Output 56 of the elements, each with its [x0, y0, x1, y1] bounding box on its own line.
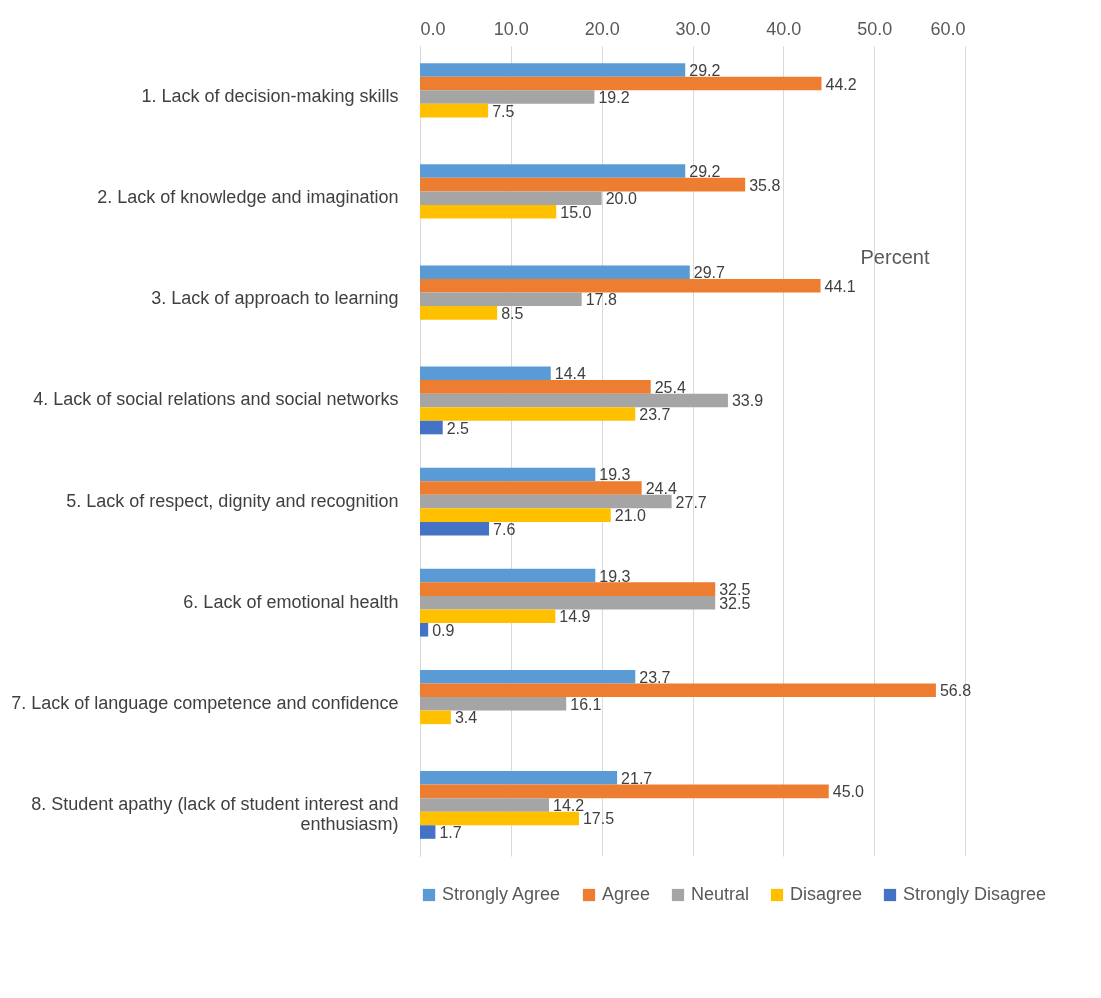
data-label: 24.4 — [645, 480, 677, 498]
data-label: 23.7 — [639, 668, 671, 686]
y-tick-label: 3. Lack of approach to learning — [151, 288, 399, 309]
y-tick-label: 4. Lack of social relations and social networks — [33, 389, 399, 410]
data-label: 21.0 — [614, 507, 646, 525]
data-label: 25.4 — [654, 378, 686, 396]
x-tick-label: 10.0 — [493, 18, 529, 39]
legend-label: Neutral — [691, 884, 750, 904]
data-label: 7.5 — [492, 102, 515, 120]
data-label: 56.8 — [939, 682, 972, 700]
data-label: 20.0 — [605, 190, 637, 208]
data-label: 1.7 — [439, 824, 462, 842]
data-label: 17.8 — [585, 291, 617, 309]
y-tick-label: 6. Lack of emotional health — [183, 591, 399, 612]
y-tick-label: 1. Lack of decision-making skills — [141, 86, 399, 107]
y-tick-label: 7. Lack of language competence and confidence — [11, 692, 399, 713]
data-label: 15.0 — [560, 203, 592, 221]
data-label: 0.9 — [432, 621, 455, 639]
y-tick-label: 2. Lack of knowledge and imagination — [97, 187, 399, 208]
data-label: 29.7 — [693, 264, 726, 282]
data-label: 17.5 — [582, 810, 615, 828]
data-label: 32.5 — [719, 594, 751, 612]
x-tick-label: 50.0 — [857, 18, 893, 39]
data-label: 2.5 — [446, 419, 470, 437]
legend-label: Strongly Disagree — [903, 884, 1047, 904]
legend-label: Strongly Agree — [442, 884, 561, 904]
legend-label: Disagree — [790, 884, 863, 904]
data-label: 19.2 — [598, 89, 630, 107]
y-tick-label: 8. Student apathy (lack of student interest and enthusiasm) — [31, 793, 399, 834]
annotation: Percent — [860, 246, 930, 268]
data-label: 14.4 — [554, 365, 587, 383]
data-label: 3.4 — [454, 709, 478, 727]
x-tick-label: 0.0 — [420, 18, 446, 39]
data-label: 8.5 — [501, 304, 524, 322]
data-label: 35.8 — [749, 176, 781, 194]
x-tick-label: 30.0 — [675, 18, 711, 39]
data-label: 44.1 — [824, 277, 856, 295]
y-tick-label: 5. Lack of respect, dignity and recognition — [66, 490, 399, 511]
data-label: 33.9 — [731, 392, 764, 410]
data-label: 14.2 — [552, 796, 585, 814]
data-label: 23.7 — [639, 405, 671, 423]
data-label: 44.2 — [825, 75, 857, 93]
data-label: 29.2 — [689, 61, 721, 79]
data-label: 19.3 — [599, 567, 631, 585]
x-tick-label: 40.0 — [766, 18, 802, 39]
x-tick-label: 20.0 — [584, 18, 620, 39]
data-label: 7.6 — [493, 520, 516, 538]
data-label: 14.9 — [559, 608, 591, 626]
data-label: 19.3 — [599, 466, 631, 484]
legend-label: Agree — [602, 884, 651, 904]
data-label: 27.7 — [675, 493, 707, 511]
data-label: 16.1 — [570, 695, 602, 713]
data-label: 45.0 — [832, 783, 864, 801]
data-label: 29.2 — [689, 163, 721, 181]
x-tick-label: 60.0 — [930, 18, 966, 39]
data-label: 21.7 — [621, 769, 653, 787]
